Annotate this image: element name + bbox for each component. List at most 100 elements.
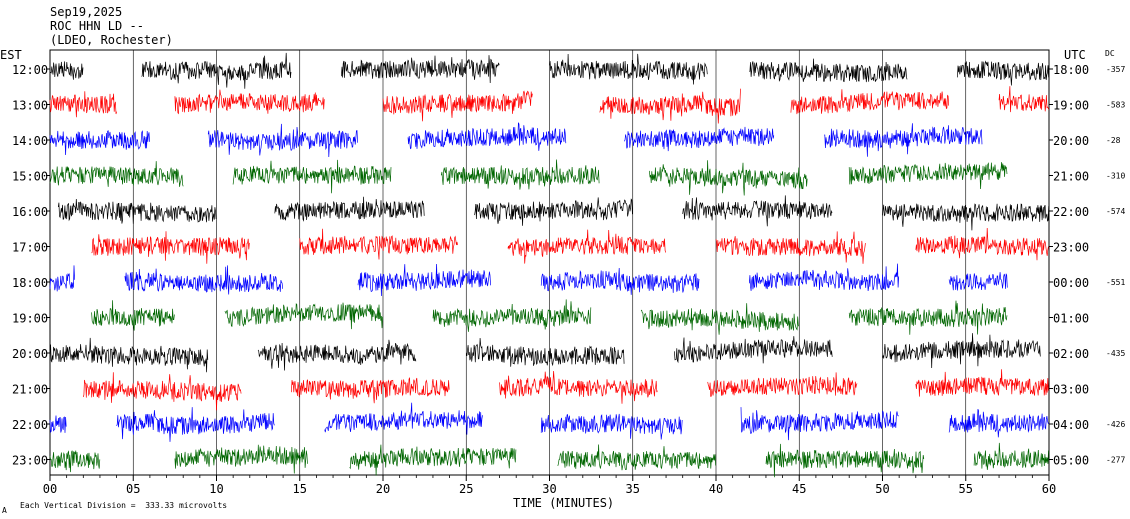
utc-hour-label: 03:00: [1053, 383, 1089, 397]
seismic-trace-segment: [432, 299, 592, 332]
utc-hour-label: 02:00: [1053, 347, 1089, 361]
seismic-trace-segment: [299, 228, 458, 260]
x-tick-label: 20: [376, 482, 390, 496]
seismic-trace-segment: [116, 407, 275, 442]
seismic-trace-segment: [49, 450, 101, 473]
seismic-trace-segment: [49, 130, 150, 156]
utc-hour-label: 05:00: [1053, 454, 1089, 468]
dc-offset-label: -426: [1106, 420, 1125, 429]
seismic-trace-segment: [599, 88, 741, 124]
x-tick-label: 45: [792, 482, 806, 496]
x-tick-label: 55: [959, 482, 973, 496]
seismic-trace-segment: [915, 369, 1049, 397]
seismic-trace-segment: [49, 337, 209, 373]
dc-offset-label: -435: [1106, 349, 1125, 358]
seismic-trace-segment: [291, 377, 450, 404]
x-tick-label: 35: [626, 482, 640, 496]
est-hour-label: 21:00: [12, 383, 48, 397]
seismic-trace-segment: [407, 122, 567, 151]
dc-offset-label: -28: [1106, 136, 1121, 145]
seismic-trace-segment: [882, 333, 1041, 369]
est-hour-label: 18:00: [12, 276, 48, 290]
x-tick-label: 50: [875, 482, 889, 496]
seismic-trace-segment: [674, 336, 833, 364]
seismic-trace-segment: [49, 265, 75, 292]
seismic-trace-segment: [274, 196, 425, 222]
est-hour-label: 15:00: [12, 170, 48, 184]
x-tick-label: 25: [459, 482, 473, 496]
seismic-trace-segment: [49, 61, 84, 80]
seismic-trace-segment: [848, 162, 1008, 190]
seismic-trace-segment: [257, 339, 417, 371]
est-hour-label: 23:00: [12, 454, 48, 468]
est-hour-label: 14:00: [12, 134, 48, 148]
utc-hour-label: 01:00: [1053, 312, 1089, 326]
seismic-trace-segment: [49, 415, 67, 434]
seismic-trace-segment: [973, 442, 1049, 470]
seismic-trace-segment: [207, 123, 358, 158]
dc-offset-label: -551: [1106, 278, 1125, 287]
x-tick-label: 60: [1042, 482, 1056, 496]
x-tick-label: 10: [209, 482, 223, 496]
seismic-trace-segment: [624, 126, 775, 152]
seismic-trace-segment: [440, 159, 600, 190]
vertical-division-note: Each Vertical Division = 333.33 microvol…: [20, 501, 228, 510]
seismic-trace-segment: [557, 444, 716, 471]
est-hour-label: 16:00: [12, 205, 48, 219]
seismic-trace-segment: [915, 227, 1049, 261]
seismic-trace-segment: [540, 267, 700, 295]
seismic-trace-segment: [549, 53, 708, 85]
x-tick-label: 05: [126, 482, 140, 496]
seismic-trace-segment: [382, 90, 533, 122]
x-axis-title: TIME (MINUTES): [513, 496, 615, 510]
utc-hour-label: 22:00: [1053, 205, 1089, 219]
dc-offset-label: -574: [1106, 207, 1125, 216]
utc-hour-label: 00:00: [1053, 276, 1089, 290]
utc-hour-label: 21:00: [1053, 170, 1089, 184]
seismic-trace-segment: [341, 55, 500, 84]
footer-mark: A: [2, 506, 7, 515]
left-timezone-label: EST: [0, 48, 22, 62]
seismic-trace-segment: [91, 231, 250, 264]
est-hour-label: 20:00: [12, 347, 48, 361]
right-timezone-label: UTC: [1064, 48, 1086, 62]
dc-offset-label: -583: [1106, 101, 1125, 110]
date-label: Sep19,2025: [50, 5, 123, 19]
dc-offset-label: -310: [1106, 172, 1125, 181]
seismic-trace-segment: [141, 52, 292, 89]
seismic-trace-segment: [682, 195, 833, 227]
seismic-trace-segment: [748, 263, 900, 292]
seismic-trace-segment: [474, 197, 633, 226]
est-hour-label: 17:00: [12, 241, 48, 255]
seismic-trace-segment: [507, 229, 667, 264]
seismic-trace-segment: [740, 407, 899, 441]
est-hour-label: 22:00: [12, 418, 48, 432]
x-tick-label: 00: [43, 482, 57, 496]
utc-hour-label: 19:00: [1053, 99, 1089, 113]
x-tick-label: 30: [542, 482, 556, 496]
seismic-trace-segment: [824, 123, 983, 157]
seismic-trace-segment: [998, 86, 1050, 113]
seismic-trace-segment: [649, 160, 808, 196]
est-hour-label: 13:00: [12, 99, 48, 113]
seismic-trace-segment: [224, 302, 383, 330]
utc-hour-label: 18:00: [1053, 63, 1089, 77]
x-tick-label: 15: [293, 482, 307, 496]
seismic-trace-segment: [790, 89, 950, 115]
seismic-trace-segment: [91, 300, 175, 331]
seismic-trace-segment: [749, 58, 908, 83]
est-hour-label: 19:00: [12, 312, 48, 326]
seismic-trace-segment: [232, 159, 392, 194]
x-tick-label: 40: [709, 482, 723, 496]
seismic-trace-segment: [174, 444, 308, 474]
seismic-trace-segment: [640, 303, 800, 335]
seismic-trace-segment: [465, 337, 625, 367]
seismic-trace-segment: [715, 231, 866, 264]
dc-offset-label: -277: [1106, 456, 1125, 465]
seismic-trace-segment: [765, 443, 925, 478]
network-label: (LDEO, Rochester): [50, 33, 173, 47]
utc-hour-label: 20:00: [1053, 134, 1089, 148]
seismic-trace-segment: [848, 300, 1008, 335]
seismic-trace-segment: [349, 444, 517, 476]
